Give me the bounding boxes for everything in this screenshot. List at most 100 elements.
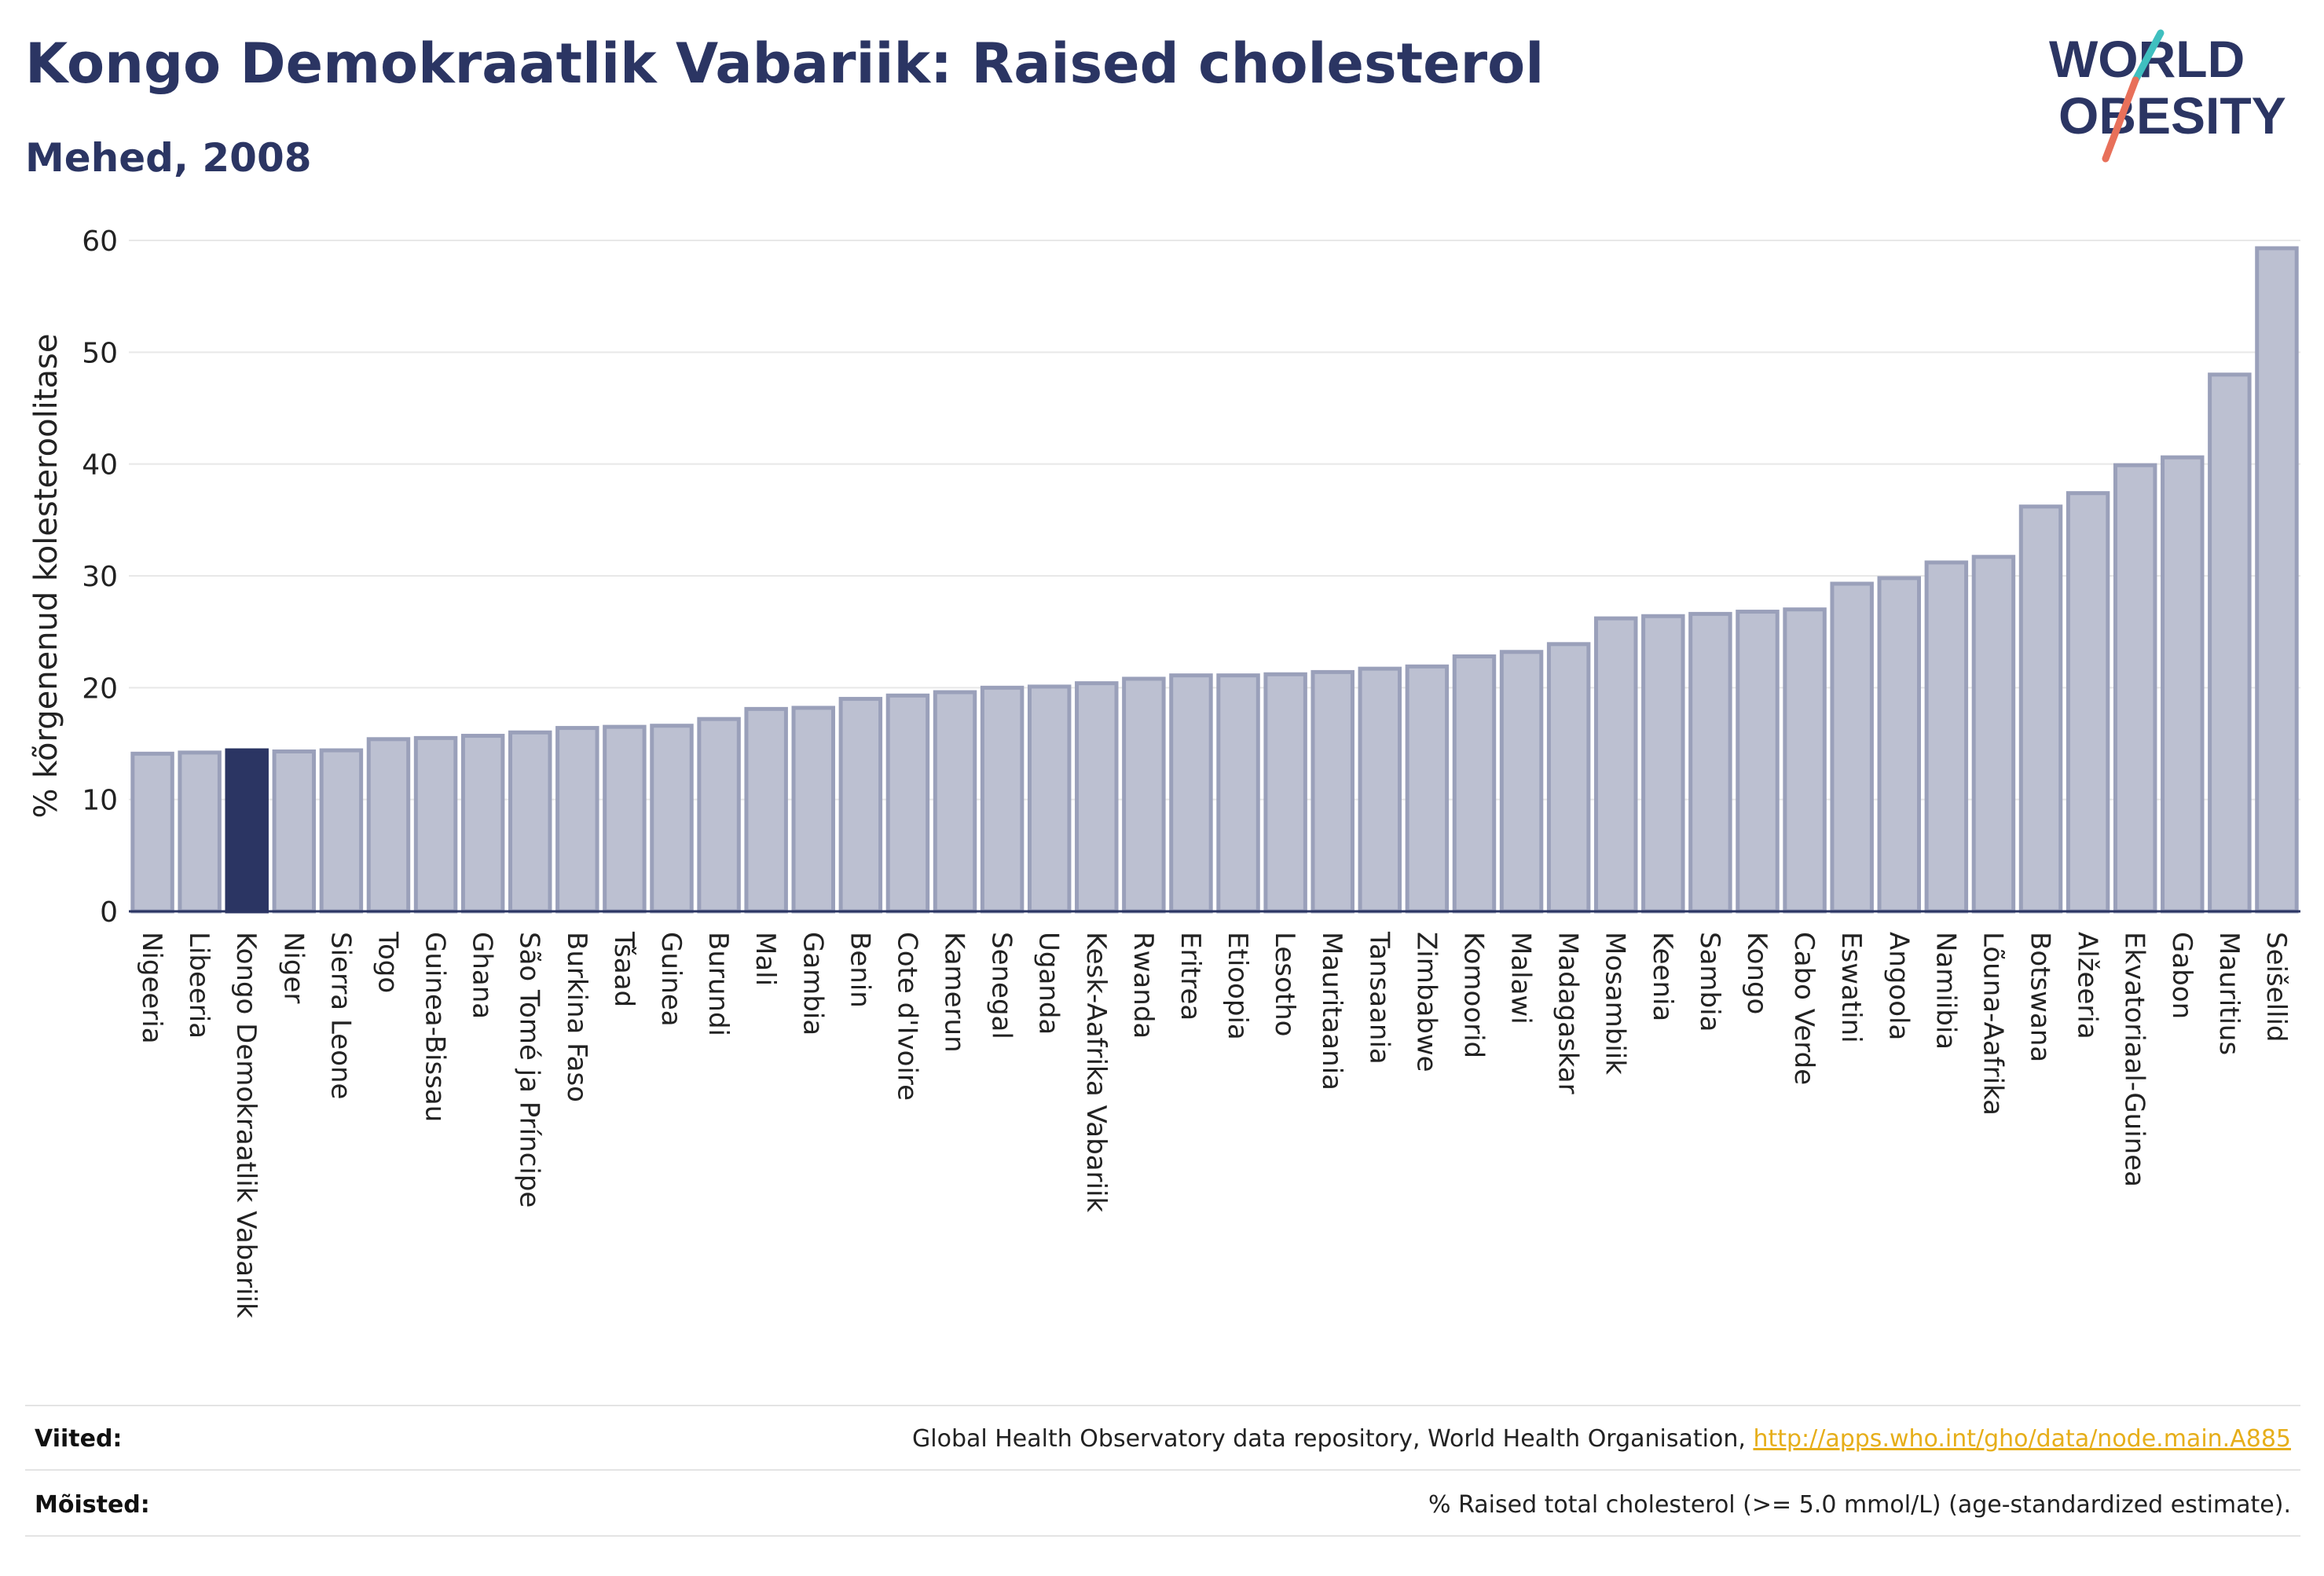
bar — [1027, 684, 1072, 914]
x-tick-label: Lesotho — [1269, 932, 1300, 1036]
bar — [791, 706, 835, 914]
x-tick-label: Ghana — [467, 932, 498, 1019]
logo-slash-teal — [2132, 29, 2165, 84]
bar — [1216, 673, 1260, 914]
bar — [2113, 463, 2157, 914]
bar — [1877, 576, 1921, 914]
bar — [272, 749, 317, 914]
x-tick-label: Komoorid — [1457, 932, 1489, 1058]
bars — [130, 246, 2299, 914]
y-axis-label: % kõrgenenud kolesteroolitase — [28, 334, 64, 819]
x-tick-label: Uganda — [1033, 932, 1065, 1035]
x-tick-label: Sambia — [1694, 932, 1725, 1032]
bar — [555, 726, 599, 914]
bar — [1169, 673, 1213, 914]
x-tick-label: Nigeeria — [136, 932, 167, 1044]
bar — [980, 685, 1025, 914]
sources-link[interactable]: http://apps.who.int/gho/data/node.main.A… — [1753, 1425, 2291, 1453]
bar — [885, 693, 930, 914]
x-tick-label: Mauritius — [2213, 932, 2245, 1055]
page-title: Kongo Demokraatlik Vabariik: Raised chol… — [25, 31, 1545, 96]
x-tick-label: Niger — [277, 932, 309, 1003]
x-tick-labels: Nigeeria Libeeria Kongo Demokraatlik Vabar… — [136, 931, 2292, 1318]
bar — [1122, 676, 1166, 914]
definitions-label: Mõisted: — [35, 1491, 150, 1519]
x-tick-label: São Tomé ja Príncipe — [514, 932, 545, 1208]
footer-divider-top — [25, 1405, 2300, 1406]
x-tick-label: Gambia — [797, 932, 828, 1035]
x-tick-label: Cote d'Ivoire — [891, 932, 922, 1101]
x-tick-label: Sierra Leone — [324, 932, 356, 1099]
bar — [1405, 664, 1450, 914]
x-tick-label: Mali — [750, 932, 781, 986]
bar — [1688, 611, 1732, 914]
bar — [1075, 681, 1119, 914]
bar — [1594, 616, 1638, 914]
x-tick-label: Guinea — [655, 932, 687, 1027]
bar — [650, 724, 694, 914]
bar — [1452, 654, 1497, 914]
x-tick-label: Rwanda — [1127, 932, 1159, 1039]
x-tick-label: Burkina Faso — [561, 932, 592, 1102]
bar — [1783, 607, 1827, 914]
bar — [1358, 666, 1402, 914]
logo-slash-coral — [2102, 76, 2139, 163]
bar — [319, 748, 364, 914]
bar-chart: 0 10 20 30 40 50 60 Nigeeria Libeeria Kongo Demo… — [28, 225, 2300, 1318]
x-tick-label: Tansaania — [1363, 931, 1395, 1065]
y-tick-label: 20 — [82, 673, 118, 705]
y-tick-labels: 0 10 20 30 40 50 60 — [82, 225, 118, 929]
bar — [1263, 672, 1307, 914]
x-tick-label: Madagaskar — [1552, 932, 1584, 1094]
bar — [460, 734, 505, 914]
bar — [1641, 614, 1685, 914]
x-tick-label: Seišellid — [2260, 932, 2292, 1043]
x-tick-label: Ekvatoriaal-Guinea — [2119, 932, 2150, 1187]
y-tick-label: 10 — [82, 785, 118, 817]
bar — [2161, 455, 2205, 914]
bar — [1546, 642, 1591, 914]
bar — [697, 717, 741, 914]
x-tick-label: Angoola — [1882, 932, 1914, 1040]
x-tick-label: Botswana — [2025, 932, 2056, 1062]
x-tick-label: Libeeria — [183, 932, 214, 1039]
footer-divider-bottom — [25, 1535, 2300, 1537]
world-obesity-logo: WORLD OBESITY — [2049, 29, 2286, 163]
x-tick-label: Senegal — [986, 932, 1017, 1039]
bar — [1736, 610, 1780, 914]
x-tick-label: Namiibia — [1930, 932, 1961, 1050]
bar — [130, 751, 174, 914]
bar — [838, 697, 883, 914]
page-subtitle: Mehed, 2008 — [25, 135, 312, 181]
bar — [1310, 669, 1354, 914]
bar — [933, 690, 977, 914]
x-tick-label: Mosambiik — [1600, 932, 1631, 1075]
footer-divider-middle — [25, 1469, 2300, 1471]
x-tick-label: Tšaad — [608, 931, 640, 1007]
definitions-text: % Raised total cholesterol (>= 5.0 mmol/… — [1428, 1491, 2291, 1519]
bar — [508, 730, 552, 914]
sources-label: Viited: — [35, 1425, 123, 1453]
bar — [366, 737, 411, 914]
y-tick-label: 0 — [100, 896, 118, 929]
bar — [1971, 555, 2016, 914]
x-tick-label: Togo — [372, 931, 403, 993]
y-tick-label: 60 — [82, 225, 118, 258]
bar — [1830, 581, 1874, 914]
bar — [178, 750, 222, 914]
x-tick-label: Kamerun — [939, 932, 970, 1053]
bar — [603, 724, 647, 914]
bar — [1499, 650, 1544, 914]
x-tick-label: Lõuna-Aafrika — [1977, 932, 2008, 1116]
x-tick-label: Kesk-Aafrika Vabariik — [1080, 932, 1112, 1212]
x-tick-label: Benin — [844, 932, 875, 1008]
bar — [744, 706, 788, 914]
x-tick-label: Kongo Demokraatlik Vabariik — [230, 932, 262, 1318]
x-tick-label: Keenia — [1647, 932, 1678, 1021]
x-tick-label: Mauritaania — [1316, 932, 1347, 1090]
x-tick-label: Eritrea — [1175, 932, 1206, 1021]
x-tick-label: Malawi — [1505, 932, 1537, 1024]
bar — [225, 748, 269, 914]
x-tick-label: Kongo — [1741, 932, 1772, 1014]
bar — [413, 735, 458, 914]
